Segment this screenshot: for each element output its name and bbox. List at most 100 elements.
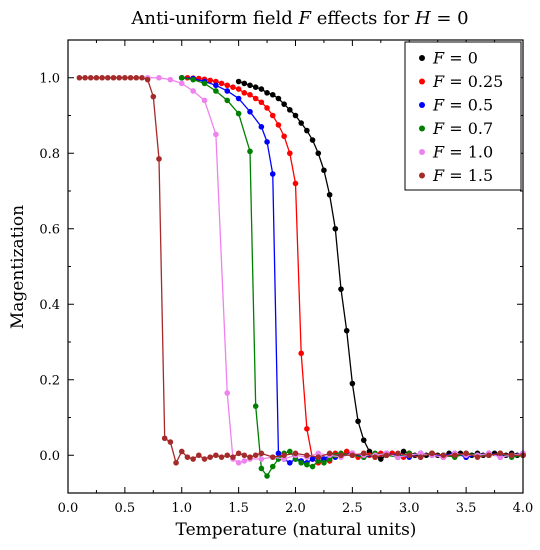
- data-point: [292, 112, 299, 119]
- data-point: [235, 95, 242, 102]
- data-point: [252, 452, 259, 459]
- x-tick-label: 2.5: [342, 501, 363, 516]
- data-point: [292, 180, 299, 187]
- data-point: [349, 380, 356, 387]
- data-point: [309, 463, 316, 470]
- data-point: [241, 452, 248, 459]
- data-point: [224, 88, 231, 94]
- data-point: [252, 95, 259, 102]
- data-point: [190, 88, 196, 94]
- data-point: [235, 110, 242, 117]
- data-point: [287, 448, 293, 455]
- data-point: [161, 435, 168, 442]
- data-point: [201, 80, 208, 87]
- data-point: [241, 90, 248, 96]
- data-point: [326, 450, 333, 457]
- data-point: [99, 74, 105, 81]
- data-point: [332, 225, 339, 232]
- legend-label: F = 0.25: [432, 72, 503, 91]
- data-point: [395, 450, 401, 457]
- legend-marker: [419, 102, 425, 108]
- x-tick-label: 0.0: [58, 501, 79, 516]
- data-point: [178, 74, 185, 81]
- data-point: [178, 80, 185, 87]
- chart-title: Anti-uniform field F effects for H = 0: [130, 8, 468, 29]
- data-point: [235, 86, 242, 92]
- data-point: [298, 350, 304, 357]
- data-point: [281, 133, 287, 140]
- data-point: [355, 418, 361, 425]
- data-point: [275, 95, 282, 102]
- legend-marker: [419, 78, 425, 85]
- data-point: [247, 108, 253, 115]
- data-point: [247, 454, 253, 460]
- data-point: [247, 82, 253, 89]
- x-tick-label: 4.0: [513, 501, 534, 516]
- data-point: [82, 74, 88, 81]
- x-tick-label: 3.0: [399, 501, 420, 516]
- data-point: [213, 82, 219, 89]
- data-point: [321, 460, 327, 466]
- data-point: [315, 454, 322, 460]
- data-point: [190, 76, 196, 83]
- data-point: [360, 437, 367, 443]
- data-point: [201, 97, 208, 104]
- data-point: [440, 452, 447, 459]
- axis-ticks: 0.0 0.5 1.0 1.5 2.0 2.5 3.0 3.5 4.0 0.0 0.2 0.4 0.6 0…: [39, 39, 534, 516]
- data-point: [338, 286, 344, 292]
- data-point: [258, 86, 265, 92]
- legend-label: F = 0.7: [432, 119, 493, 138]
- x-tick-label: 3.5: [456, 501, 477, 516]
- data-point: [213, 131, 219, 138]
- data-point: [139, 74, 145, 81]
- data-point: [304, 461, 310, 468]
- data-point: [497, 450, 504, 457]
- data-point: [207, 77, 213, 84]
- data-point: [258, 456, 265, 462]
- data-point: [218, 454, 225, 460]
- data-point: [264, 105, 270, 111]
- data-point: [252, 403, 259, 409]
- legend: F = 0 F = 0.25 F = 0.5 F = 0.7 F = 1.0 F = 1.…: [404, 41, 522, 191]
- data-point: [224, 452, 231, 459]
- legend-item: F = 0.25: [419, 72, 503, 91]
- data-point: [269, 112, 276, 119]
- data-point: [156, 74, 162, 81]
- data-point: [400, 448, 407, 455]
- data-point: [178, 448, 185, 455]
- data-point: [298, 120, 304, 126]
- y-axis-label: Magentization: [8, 205, 28, 329]
- data-point: [87, 74, 94, 81]
- data-point: [258, 465, 265, 472]
- data-point: [287, 107, 293, 113]
- data-point: [258, 124, 265, 130]
- data-point: [247, 91, 253, 98]
- x-tick-label: 1.0: [171, 501, 192, 516]
- data-point: [349, 452, 356, 459]
- data-point: [241, 80, 248, 87]
- data-point: [110, 74, 117, 81]
- data-point: [298, 460, 304, 466]
- data-point: [258, 450, 265, 457]
- data-point: [235, 450, 242, 457]
- y-tick-label: 0.8: [39, 147, 60, 162]
- legend-box: [404, 41, 522, 191]
- data-point: [338, 452, 344, 459]
- data-point: [292, 450, 299, 457]
- data-point: [218, 80, 225, 87]
- plot-frame: [67, 39, 524, 494]
- data-point: [167, 439, 174, 445]
- data-point: [406, 452, 413, 459]
- data-point: [156, 156, 162, 162]
- data-point: [304, 452, 310, 459]
- data-point: [309, 456, 316, 462]
- data-point: [321, 167, 327, 174]
- data-point: [304, 127, 310, 134]
- data-point: [281, 452, 287, 459]
- data-point: [264, 139, 270, 145]
- data-point: [201, 456, 208, 462]
- data-point: [241, 458, 248, 464]
- y-tick-label: 0.0: [39, 449, 60, 464]
- data-point: [269, 463, 276, 470]
- y-tick-label: 0.4: [39, 298, 60, 313]
